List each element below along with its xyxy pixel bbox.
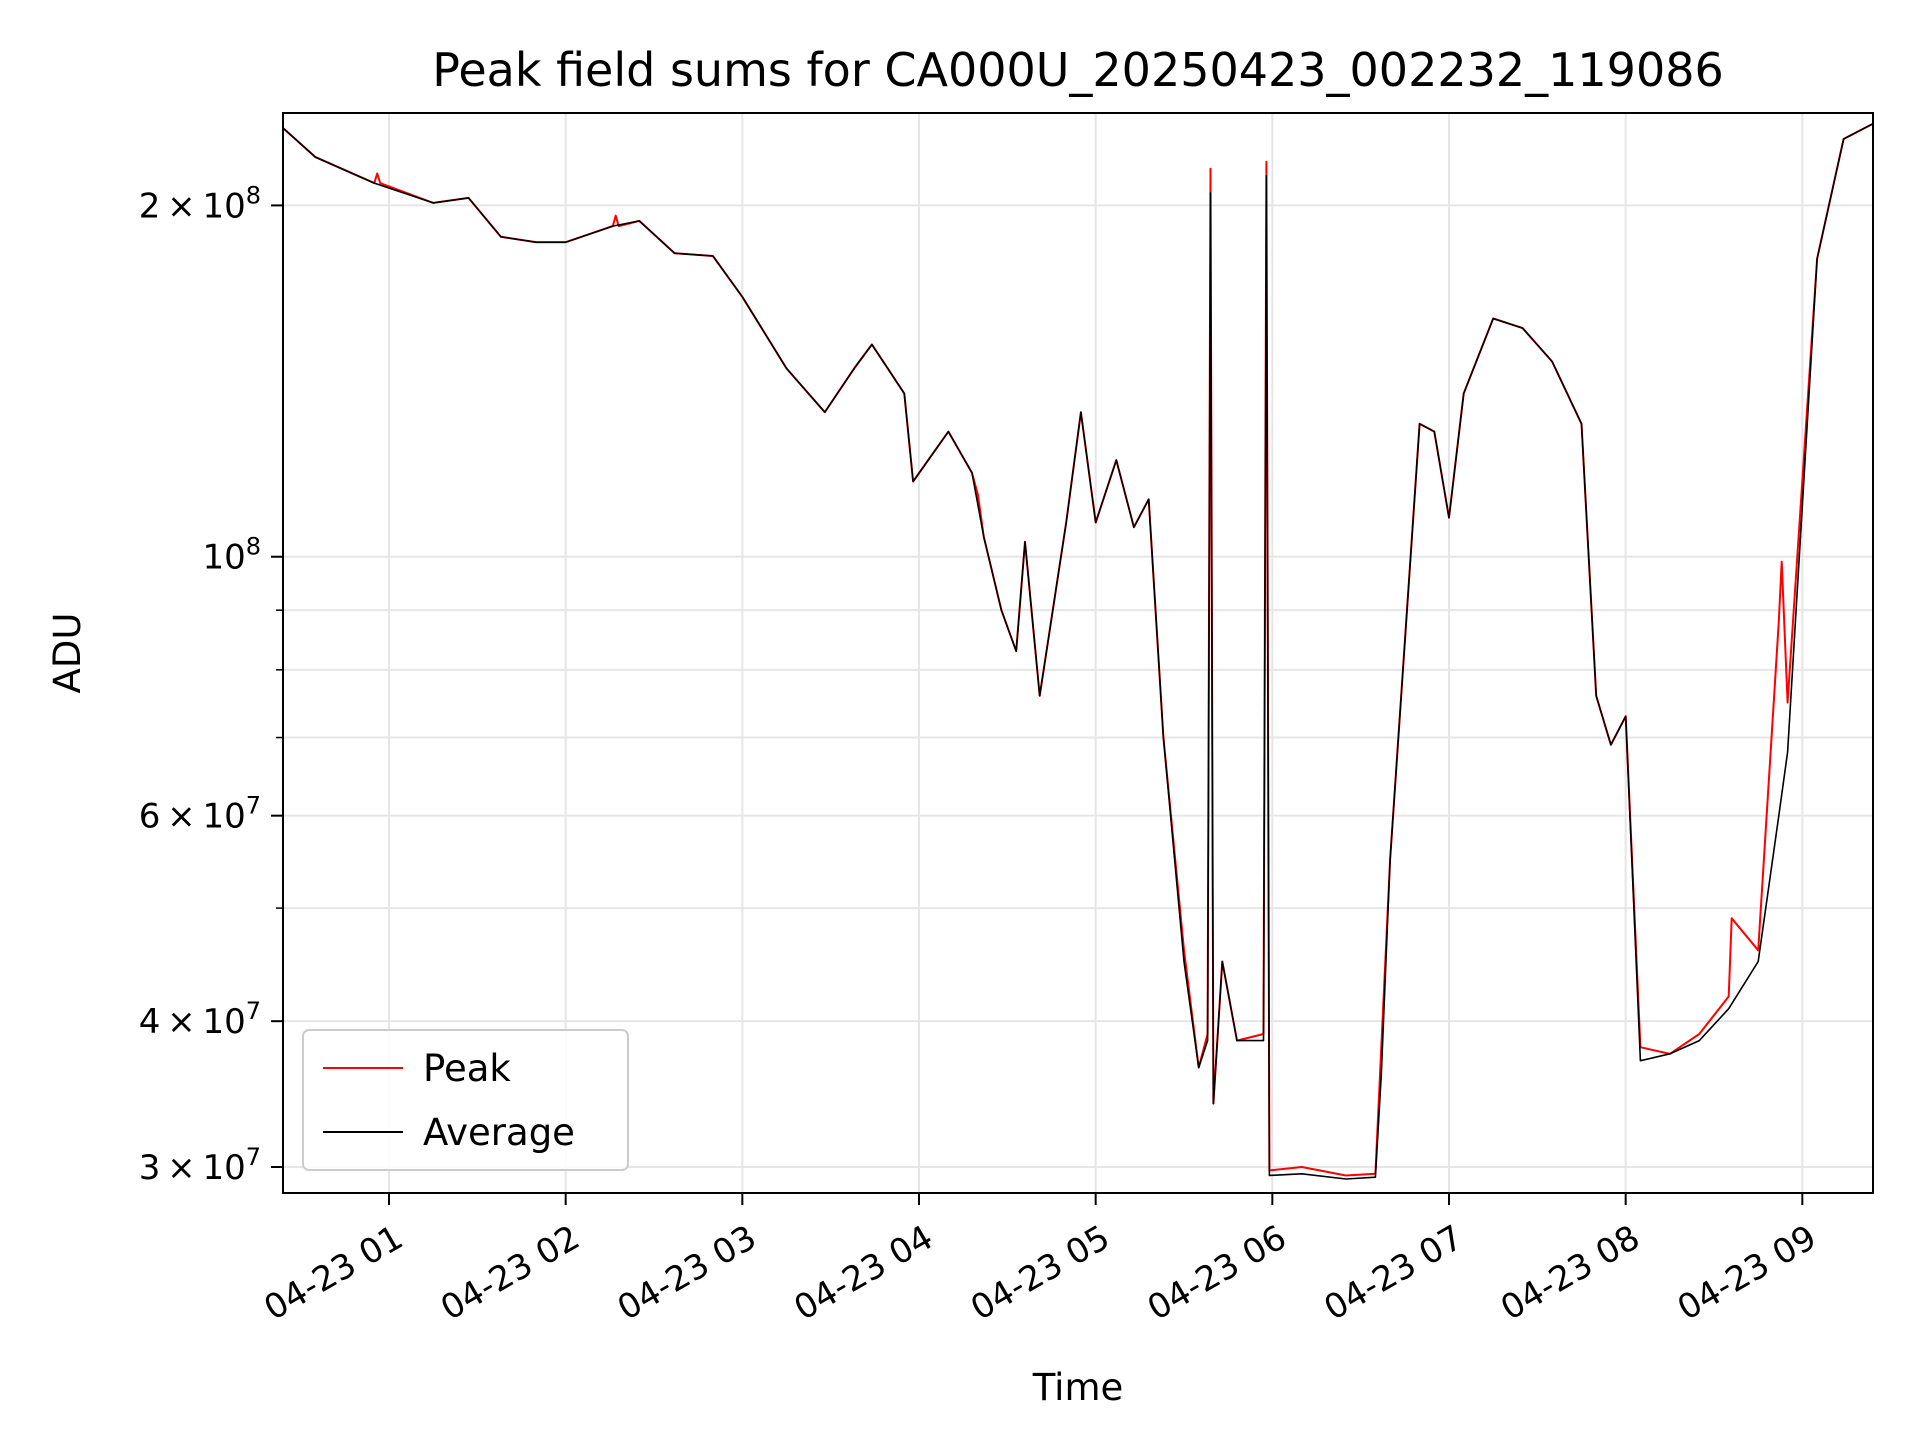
- legend-label-average: Average: [423, 1111, 575, 1154]
- series-line-average: [282, 122, 1874, 1180]
- y-tick-label: 3 × 107: [139, 1143, 261, 1188]
- x-axis-title: Time: [1032, 1366, 1124, 1409]
- legend: Peak Average: [302, 1029, 629, 1171]
- plot-frame: [282, 112, 1874, 1194]
- legend-label-peak: Peak: [423, 1047, 511, 1090]
- legend-box: [302, 1029, 629, 1171]
- y-tick-label: 4 × 107: [139, 997, 261, 1042]
- chart-title: Peak field sums for CA000U_20250423_0022…: [432, 43, 1724, 97]
- y-tick-label: 2 × 108: [139, 181, 261, 226]
- y-axis-title: ADU: [46, 613, 89, 694]
- grid-lines: [283, 113, 1873, 1193]
- y-tick-label: 6 × 107: [139, 792, 261, 837]
- series-lines: [282, 122, 1874, 1180]
